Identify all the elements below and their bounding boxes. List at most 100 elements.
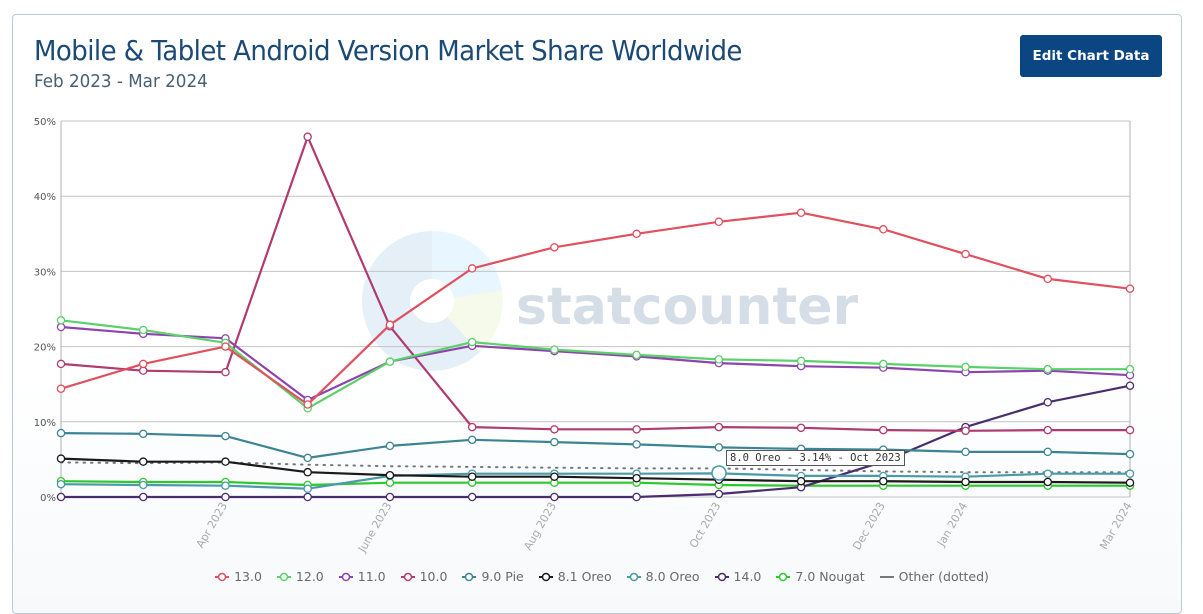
data-point[interactable] <box>796 423 806 433</box>
data-point[interactable] <box>56 479 66 489</box>
data-point[interactable] <box>467 422 477 432</box>
data-point[interactable] <box>550 492 559 502</box>
legend-item-10-0[interactable]: 10.0 <box>400 569 447 584</box>
data-point[interactable] <box>1125 425 1135 435</box>
data-point[interactable] <box>961 362 970 372</box>
data-point[interactable] <box>879 225 888 234</box>
data-point[interactable] <box>879 476 888 486</box>
data-point[interactable] <box>56 316 66 325</box>
data-point[interactable] <box>303 467 312 477</box>
data-point[interactable] <box>632 492 641 502</box>
data-point[interactable] <box>138 429 148 439</box>
data-point[interactable] <box>1043 447 1053 457</box>
legend-item-14-0[interactable]: 14.0 <box>714 569 761 584</box>
data-point[interactable] <box>1125 478 1135 487</box>
legend-item-12-0[interactable]: 12.0 <box>276 569 324 584</box>
data-point[interactable] <box>796 476 806 486</box>
data-point[interactable] <box>385 470 395 480</box>
data-point[interactable] <box>550 437 559 447</box>
data-point[interactable] <box>56 428 66 438</box>
data-point[interactable] <box>221 492 230 502</box>
legend-item-9-0-pie[interactable]: 9.0 Pie <box>461 569 524 584</box>
data-point[interactable] <box>467 435 477 445</box>
series-8-1-oreo[interactable] <box>56 454 1135 487</box>
data-point[interactable] <box>879 425 888 435</box>
legend-item-other-dotted-[interactable]: Other (dotted) <box>879 569 989 584</box>
x-tick-label: June 2023 <box>355 500 394 555</box>
data-point[interactable] <box>1125 469 1135 478</box>
data-point[interactable] <box>385 492 395 502</box>
legend-item-7-0-nougat[interactable]: 7.0 Nougat <box>775 569 865 584</box>
series-9-0-pie[interactable] <box>56 428 1135 463</box>
data-point[interactable] <box>632 473 641 483</box>
series-12-0[interactable] <box>56 316 1135 413</box>
data-point[interactable] <box>1125 364 1135 374</box>
data-point[interactable] <box>796 208 806 217</box>
series-13-0[interactable] <box>56 208 1135 409</box>
data-point[interactable] <box>1043 477 1053 487</box>
data-point[interactable] <box>961 447 970 457</box>
y-tick-label: 10% <box>34 418 56 429</box>
data-point[interactable] <box>467 337 477 347</box>
data-point[interactable] <box>796 356 806 366</box>
data-point[interactable] <box>879 359 888 369</box>
data-point[interactable] <box>56 384 66 393</box>
data-point[interactable] <box>467 264 477 273</box>
data-point[interactable] <box>1125 381 1135 390</box>
data-point[interactable] <box>550 425 559 434</box>
data-point[interactable] <box>385 357 395 366</box>
legend-item-8-1-oreo[interactable]: 8.1 Oreo <box>538 569 612 584</box>
data-point[interactable] <box>221 457 230 466</box>
data-point[interactable] <box>56 454 66 463</box>
data-point[interactable] <box>221 481 230 490</box>
data-point[interactable] <box>56 492 66 502</box>
data-point[interactable] <box>467 472 477 481</box>
data-point[interactable] <box>961 249 970 259</box>
data-point[interactable] <box>714 489 724 499</box>
data-point[interactable] <box>221 431 230 441</box>
data-point[interactable] <box>303 492 312 502</box>
data-point[interactable] <box>138 480 148 490</box>
data-point[interactable] <box>221 342 230 351</box>
data-point[interactable] <box>138 457 148 466</box>
data-point[interactable] <box>1125 449 1135 459</box>
data-point[interactable] <box>550 345 559 354</box>
data-point[interactable] <box>550 243 559 252</box>
data-point[interactable] <box>303 484 312 493</box>
data-point[interactable] <box>1043 425 1053 435</box>
data-point[interactable] <box>1125 284 1135 293</box>
data-point[interactable] <box>714 217 724 227</box>
data-point[interactable] <box>714 443 724 452</box>
data-point[interactable] <box>303 132 312 142</box>
data-point[interactable] <box>550 472 559 481</box>
data-point[interactable] <box>1043 364 1053 374</box>
series-other-dotted-[interactable] <box>60 461 1131 474</box>
data-point[interactable] <box>303 453 312 463</box>
data-point[interactable] <box>138 359 148 369</box>
data-point[interactable] <box>385 441 395 451</box>
data-point[interactable] <box>714 422 724 432</box>
data-point[interactable] <box>961 426 970 436</box>
data-point[interactable] <box>138 492 148 502</box>
data-point[interactable] <box>385 320 395 330</box>
data-point[interactable] <box>632 350 641 360</box>
legend-item-8-0-oreo[interactable]: 8.0 Oreo <box>626 569 700 584</box>
legend-item-11-0[interactable]: 11.0 <box>338 569 386 584</box>
data-point[interactable] <box>632 440 641 449</box>
data-point[interactable] <box>632 425 641 434</box>
data-point[interactable] <box>467 492 477 502</box>
series-7-0-nougat[interactable] <box>56 476 1135 490</box>
data-point[interactable] <box>138 325 148 335</box>
data-point[interactable] <box>1043 274 1053 284</box>
edit-chart-data-button[interactable]: Edit Chart Data <box>1020 35 1162 77</box>
data-point[interactable] <box>221 367 230 377</box>
data-point[interactable] <box>632 229 641 239</box>
legend-item-13-0[interactable]: 13.0 <box>214 569 262 584</box>
data-point[interactable] <box>714 355 724 364</box>
data-point[interactable] <box>961 477 970 487</box>
data-point[interactable] <box>303 400 312 409</box>
series-10-0[interactable] <box>56 132 1135 436</box>
data-point[interactable] <box>56 359 66 369</box>
data-point[interactable] <box>1043 397 1053 407</box>
data-point[interactable] <box>1043 469 1053 478</box>
